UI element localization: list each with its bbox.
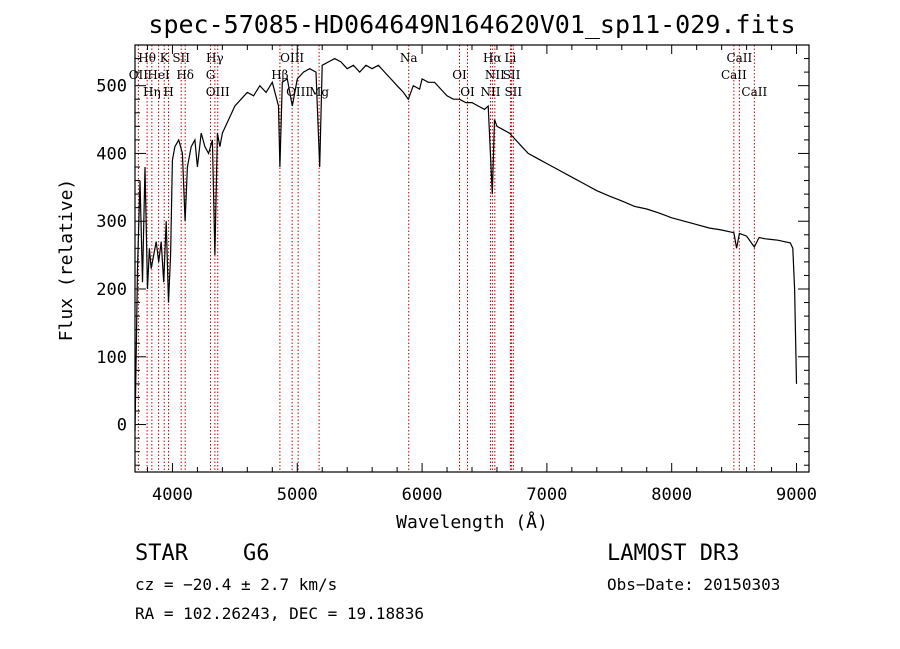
spectral-line-labels: Hθ OII Hη K HeI H SII Hδ OIII Hγ G OIII OIII Hβ Mg Na OI… (129, 51, 768, 99)
spectral-line-label: NII (480, 85, 500, 99)
plot-frame (134, 44, 810, 473)
y-tick-label: 500 (96, 77, 127, 97)
spectral-line-label: Hη (143, 85, 161, 99)
cz-value: cz = −20.4 ± 2.7 km/s (135, 575, 337, 594)
x-axis-label: Wavelength (Å) (396, 511, 548, 533)
y-tick-label: 300 (96, 212, 127, 232)
spectral-line-label: K (160, 51, 170, 65)
spectral-line-label: CaII (726, 51, 752, 65)
spectral-line-label: SII (504, 85, 522, 99)
spectral-line-label: H (163, 85, 173, 99)
spectral-line-label: Hβ (271, 68, 288, 82)
spectrum-line (134, 57, 798, 432)
spectral-line-label: CaII (721, 68, 747, 82)
spectral-lines-layer (137, 45, 755, 472)
spectral-line-label: OI (452, 68, 467, 82)
spectral-line-label: Na (400, 51, 418, 65)
object-class: STAR (135, 541, 189, 566)
x-tick-label: 5000 (277, 485, 318, 505)
spectral-line-label: OI (460, 85, 475, 99)
survey-name: LAMOST DR3 (607, 541, 739, 566)
obs-date: Obs−Date: 20150303 (607, 575, 780, 594)
spectral-line-label: OIII (206, 85, 230, 99)
y-axis-label: Flux (relative) (56, 179, 77, 342)
spectral-line-label: OIII (280, 51, 304, 65)
spectral-line-label: Hγ (206, 51, 224, 65)
spectral-line-label: SII (172, 51, 190, 65)
axis-ticks: 4000 5000 6000 7000 8000 9000 0 100 200 300 400 500 (96, 44, 817, 505)
chart-title: spec-57085-HD064649N164620V01_sp11-029.f… (148, 10, 795, 39)
spectral-line-label: Hα (483, 51, 502, 65)
spectral-line-label: HeI (147, 68, 170, 82)
x-tick-label: 8000 (651, 485, 692, 505)
x-tick-label: 7000 (526, 485, 567, 505)
spectral-line-label: Hδ (176, 68, 194, 82)
spectral-line-label: Mg (309, 85, 329, 99)
spectral-line-label: Li (505, 51, 517, 65)
x-tick-label: 9000 (776, 485, 817, 505)
y-tick-label: 200 (96, 280, 127, 300)
x-tick-label: 6000 (402, 485, 443, 505)
spectral-line-label: OII (129, 68, 149, 82)
y-tick-label: 0 (117, 416, 127, 436)
spectral-line-label: G (206, 68, 216, 82)
y-tick-label: 400 (96, 144, 127, 164)
spectral-line-label: OIII (286, 85, 310, 99)
spectral-line-label: SII (503, 68, 521, 82)
spectral-line-label: NII (485, 68, 505, 82)
spectral-line-label: Hθ (138, 51, 156, 65)
spectral-line-label: CaII (741, 85, 767, 99)
coordinates: RA = 102.26243, DEC = 19.18836 (135, 604, 424, 623)
subclass: G6 (243, 541, 270, 566)
y-tick-label: 100 (96, 348, 127, 368)
x-tick-label: 4000 (152, 485, 193, 505)
